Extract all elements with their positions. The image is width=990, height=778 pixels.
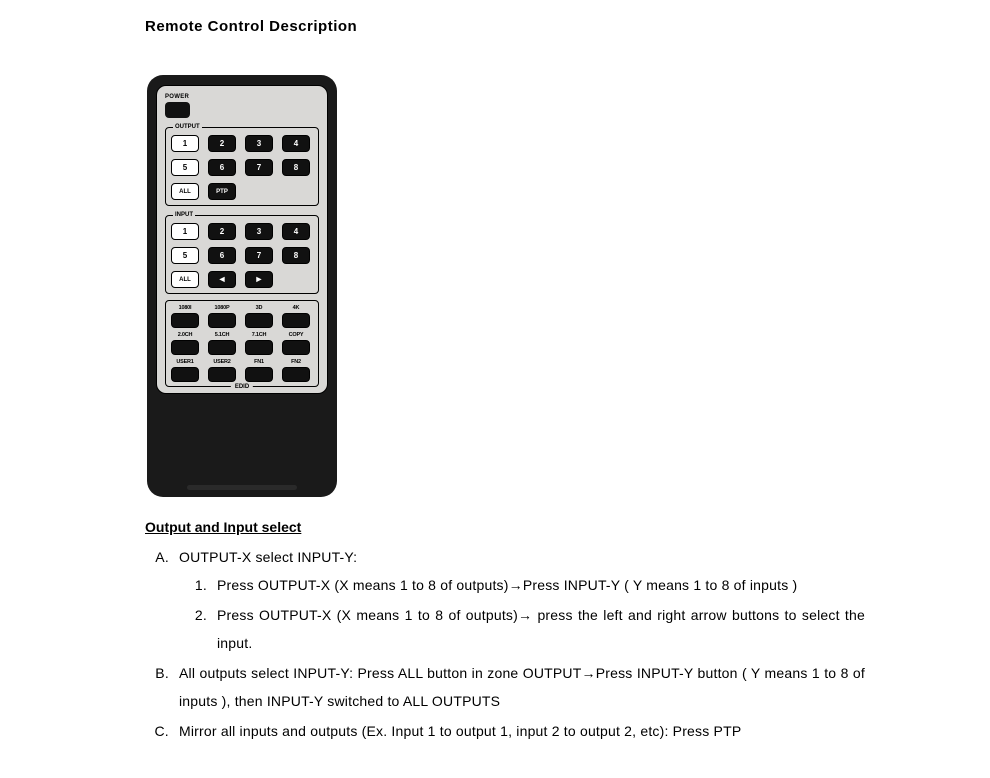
edid-51ch-button[interactable] — [208, 340, 236, 355]
output-legend: OUTPUT — [173, 124, 202, 130]
edid-label-fn2: FN2 — [282, 359, 310, 365]
arrow-icon: → — [509, 577, 523, 593]
output-all-button[interactable]: ALL — [171, 183, 199, 200]
subheading: Output and Input select — [145, 519, 990, 535]
item-a2-a: Press OUTPUT-X (X means 1 to 8 of output… — [217, 607, 518, 623]
input-5-button[interactable]: 5 — [171, 247, 199, 264]
input-7-button[interactable]: 7 — [245, 247, 273, 264]
input-8-button[interactable]: 8 — [282, 247, 310, 264]
output-4-button[interactable]: 4 — [282, 135, 310, 152]
edid-label-71ch: 7.1CH — [245, 332, 273, 338]
input-legend: INPUT — [173, 212, 195, 218]
arrow-right-button[interactable]: ► — [245, 271, 273, 288]
input-2-button[interactable]: 2 — [208, 223, 236, 240]
edid-fn1-button[interactable] — [245, 367, 273, 382]
output-3-button[interactable]: 3 — [245, 135, 273, 152]
edid-label-4k: 4K — [282, 305, 310, 311]
edid-fn2-button[interactable] — [282, 367, 310, 382]
ptp-button[interactable]: PTP — [208, 183, 236, 200]
arrow-left-button[interactable]: ◄ — [208, 271, 236, 288]
edid-group: 1080I 1080P 3D 4K 2.0CH 5.1CH 7.1CH COPY… — [165, 300, 319, 387]
item-a1: Press OUTPUT-X (X means 1 to 8 of output… — [211, 571, 865, 599]
edid-legend: EDID — [231, 384, 253, 390]
item-a: OUTPUT-X select INPUT-Y: Press OUTPUT-X … — [173, 543, 865, 657]
page-title: Remote Control Description — [145, 18, 990, 35]
output-8-button[interactable]: 8 — [282, 159, 310, 176]
item-c: Mirror all inputs and outputs (Ex. Input… — [173, 717, 865, 745]
item-a-text: OUTPUT-X select INPUT-Y: — [179, 549, 357, 565]
item-b: All outputs select INPUT-Y: Press ALL bu… — [173, 659, 865, 715]
edid-20ch-button[interactable] — [171, 340, 199, 355]
output-6-button[interactable]: 6 — [208, 159, 236, 176]
output-1-button[interactable]: 1 — [171, 135, 199, 152]
remote-face: POWER OUTPUT 1 2 3 4 5 6 7 8 ALL PTP INP… — [156, 85, 328, 394]
input-all-button[interactable]: ALL — [171, 271, 199, 288]
input-6-button[interactable]: 6 — [208, 247, 236, 264]
edid-label-1080i: 1080I — [171, 305, 199, 311]
input-4-button[interactable]: 4 — [282, 223, 310, 240]
output-7-button[interactable]: 7 — [245, 159, 273, 176]
power-button[interactable] — [165, 102, 190, 118]
output-group: OUTPUT 1 2 3 4 5 6 7 8 ALL PTP — [165, 124, 319, 206]
edid-user1-button[interactable] — [171, 367, 199, 382]
arrow-icon: → — [518, 607, 532, 623]
item-a2: Press OUTPUT-X (X means 1 to 8 of output… — [211, 601, 865, 657]
output-2-button[interactable]: 2 — [208, 135, 236, 152]
item-a1-b: Press INPUT-Y ( Y means 1 to 8 of inputs… — [523, 577, 798, 593]
edid-71ch-button[interactable] — [245, 340, 273, 355]
edid-label-3d: 3D — [245, 305, 273, 311]
remote-control: POWER OUTPUT 1 2 3 4 5 6 7 8 ALL PTP INP… — [147, 75, 337, 497]
item-a1-a: Press OUTPUT-X (X means 1 to 8 of output… — [217, 577, 509, 593]
item-b-a: All outputs select INPUT-Y: Press ALL bu… — [179, 665, 582, 681]
output-5-button[interactable]: 5 — [171, 159, 199, 176]
input-group: INPUT 1 2 3 4 5 6 7 8 ALL ◄ ► — [165, 212, 319, 294]
edid-4k-button[interactable] — [282, 313, 310, 328]
body-text: OUTPUT-X select INPUT-Y: Press OUTPUT-X … — [145, 543, 865, 745]
power-label: POWER — [165, 94, 319, 100]
edid-3d-button[interactable] — [245, 313, 273, 328]
edid-label-fn1: FN1 — [245, 359, 273, 365]
arrow-icon: → — [582, 665, 596, 681]
edid-label-user2: USER2 — [208, 359, 236, 365]
edid-label-20ch: 2.0CH — [171, 332, 199, 338]
edid-label-1080p: 1080P — [208, 305, 236, 311]
edid-label-copy: COPY — [282, 332, 310, 338]
edid-1080i-button[interactable] — [171, 313, 199, 328]
edid-copy-button[interactable] — [282, 340, 310, 355]
input-3-button[interactable]: 3 — [245, 223, 273, 240]
input-1-button[interactable]: 1 — [171, 223, 199, 240]
edid-label-51ch: 5.1CH — [208, 332, 236, 338]
edid-user2-button[interactable] — [208, 367, 236, 382]
edid-1080p-button[interactable] — [208, 313, 236, 328]
edid-label-user1: USER1 — [171, 359, 199, 365]
